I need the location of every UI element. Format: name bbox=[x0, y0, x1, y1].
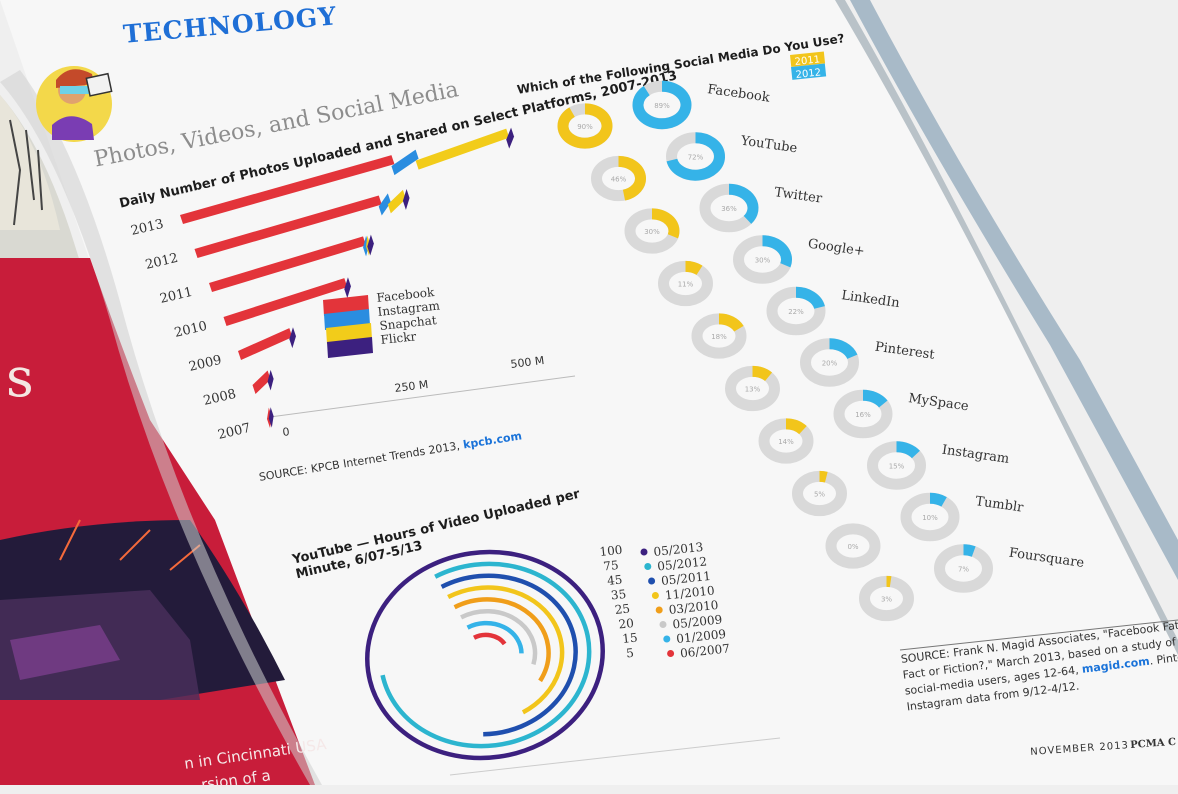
donut: 10% bbox=[906, 498, 954, 535]
donut-arc bbox=[930, 498, 944, 502]
donut: 5% bbox=[798, 476, 842, 510]
donut-value-label: 11% bbox=[678, 281, 694, 289]
donut: 14% bbox=[764, 424, 808, 458]
donut: 0% bbox=[831, 529, 875, 563]
donut-arc bbox=[964, 550, 974, 552]
donut-arc bbox=[863, 395, 883, 404]
donut-value-label: 5% bbox=[814, 491, 825, 499]
donut-value-label: 30% bbox=[644, 228, 660, 236]
donut: 72% bbox=[672, 138, 720, 175]
donut: 30% bbox=[630, 214, 674, 248]
donut: 15% bbox=[873, 447, 921, 484]
legend-2012-label: 2012 bbox=[795, 67, 821, 81]
donut-value-label: 18% bbox=[711, 333, 727, 341]
donut: 11% bbox=[664, 266, 708, 300]
donut: 20% bbox=[806, 344, 854, 381]
platform-label: YouTube bbox=[739, 133, 799, 156]
donut-arc bbox=[897, 447, 916, 455]
donut-value-label: 10% bbox=[922, 514, 938, 522]
donut-value-label: 22% bbox=[788, 308, 804, 316]
donut-value-label: 13% bbox=[745, 386, 761, 394]
donut-value-label: 36% bbox=[721, 205, 737, 213]
donut-arc bbox=[796, 292, 820, 307]
donut: 30% bbox=[739, 241, 787, 278]
donut: 3% bbox=[865, 581, 909, 615]
donut-arc bbox=[686, 266, 700, 270]
platform-label: Foursquare bbox=[1008, 546, 1085, 571]
donut: 7% bbox=[940, 550, 988, 587]
platform-label: Pinterest bbox=[874, 340, 936, 363]
donut-value-label: 90% bbox=[577, 123, 593, 131]
donut-arc bbox=[753, 371, 769, 376]
donut-value-label: 3% bbox=[881, 596, 892, 604]
platform-label: Instagram bbox=[941, 443, 1010, 467]
donut-value-label: 15% bbox=[889, 463, 905, 471]
platform-label: Tumblr bbox=[974, 494, 1024, 516]
donut-value-label: 89% bbox=[654, 102, 670, 110]
donut: 36% bbox=[705, 189, 753, 226]
platform-label: Google+ bbox=[807, 237, 866, 260]
donut: 18% bbox=[697, 319, 741, 353]
donut-value-label: 46% bbox=[611, 176, 627, 184]
donut-value-label: 20% bbox=[822, 360, 838, 368]
platform-label: Twitter bbox=[773, 185, 823, 207]
donut-value-label: 7% bbox=[958, 566, 969, 574]
platform-label: MySpace bbox=[907, 391, 969, 414]
donut: 22% bbox=[772, 292, 820, 329]
donut-value-label: 0% bbox=[847, 543, 858, 551]
donut-value-label: 72% bbox=[688, 154, 704, 162]
donut: 90% bbox=[563, 109, 607, 143]
donut-arc bbox=[820, 476, 827, 477]
donut: 13% bbox=[731, 371, 775, 405]
donut-arc bbox=[719, 319, 739, 329]
platform-label: Facebook bbox=[706, 82, 770, 106]
donut: 16% bbox=[839, 395, 887, 432]
donut-arc bbox=[786, 424, 803, 430]
donut-arc bbox=[830, 344, 853, 357]
donut-value-label: 30% bbox=[755, 257, 771, 265]
donut: 89% bbox=[638, 86, 686, 123]
donut: 46% bbox=[597, 161, 641, 195]
platform-label: LinkedIn bbox=[840, 288, 901, 311]
donut-value-label: 16% bbox=[855, 411, 871, 419]
donut-value-label: 14% bbox=[778, 438, 794, 446]
